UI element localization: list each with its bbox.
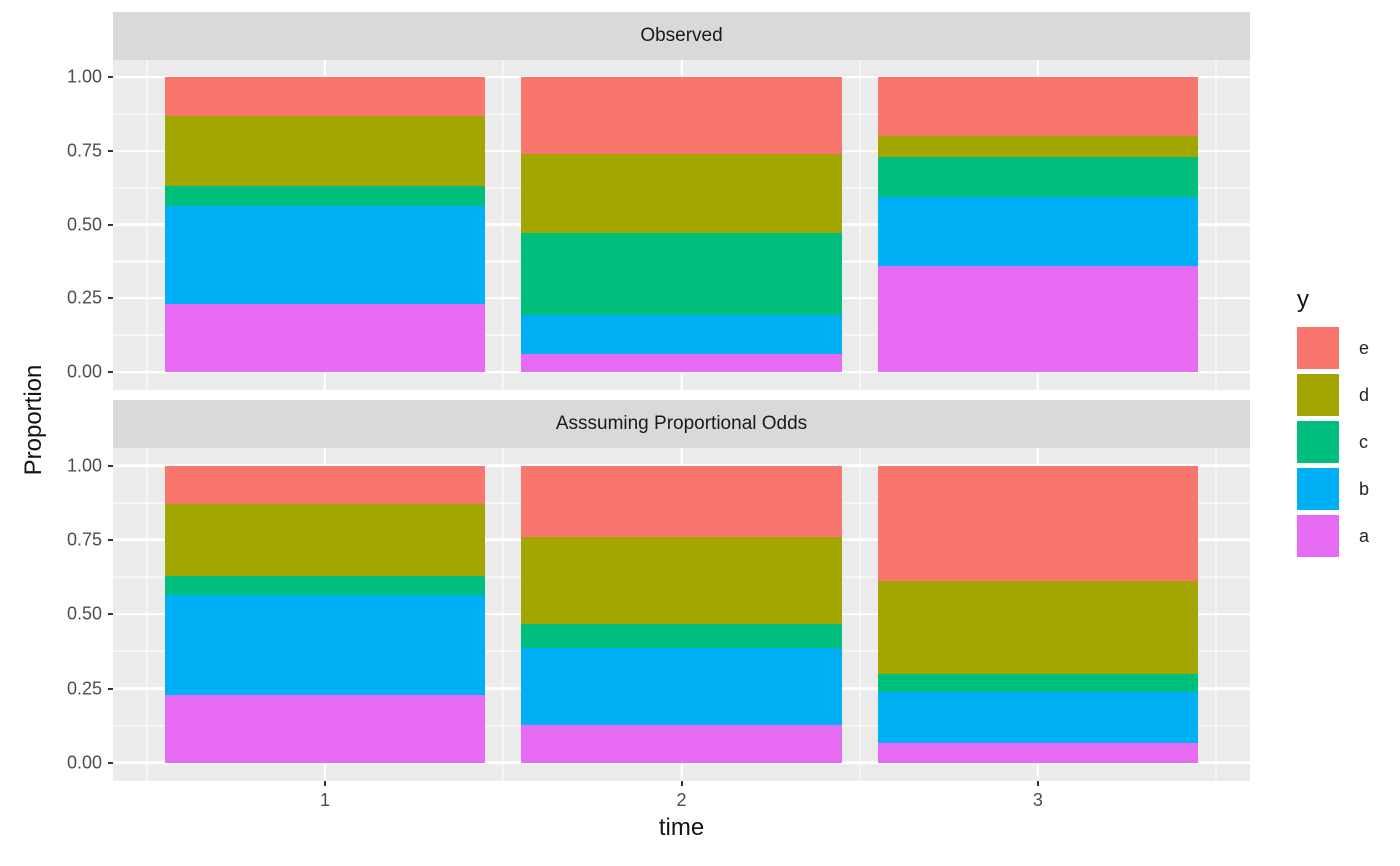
bar-time-3: [877, 77, 1199, 373]
bar-segment-c: [877, 673, 1199, 692]
bar-segment-a: [164, 694, 486, 763]
y-tick: [108, 297, 113, 300]
minor-gridline-x: [859, 60, 861, 390]
facet-strip-label: Observed: [640, 25, 723, 46]
legend-label: d: [1359, 384, 1370, 405]
legend-label: c: [1359, 431, 1368, 452]
legend-swatch-a: [1297, 515, 1339, 557]
bar-segment-c: [521, 624, 842, 649]
y-tick: [108, 464, 113, 467]
bar-segment-e: [164, 77, 486, 116]
y-tick-label: 0.25: [66, 678, 102, 699]
y-tick-label: 1.00: [66, 455, 102, 476]
bar-segment-b: [877, 691, 1199, 743]
bar-segment-c: [164, 186, 486, 206]
facet-panel-proportional-odds: 0.00 0.25 0.50 0.75 1.00 1 2 3: [67, 448, 1250, 810]
y-tick: [108, 538, 113, 541]
y-tick-label: 0.75: [66, 529, 102, 550]
bar-segment-d: [877, 136, 1199, 157]
y-tick: [108, 687, 113, 690]
y-tick: [108, 223, 113, 226]
bar-segment-d: [164, 115, 486, 187]
y-tick-label: 0.00: [66, 361, 102, 382]
bar-time-2: [521, 77, 842, 373]
x-tick-label: 3: [1032, 790, 1043, 810]
facet-strip-label: Asssuming Proportional Odds: [555, 413, 808, 434]
legend: y e d c b a: [1297, 286, 1369, 562]
bar-time-1: [164, 77, 486, 373]
minor-gridline-x: [859, 448, 861, 781]
y-tick: [108, 76, 113, 79]
x-tick: [324, 781, 327, 786]
bar-segment-b: [521, 315, 842, 355]
minor-gridline-x: [146, 448, 148, 781]
y-axis-title: Proportion: [20, 364, 47, 476]
bar-segment-b: [877, 196, 1199, 266]
bar-time-3: [877, 465, 1199, 763]
bar-segment-e: [521, 465, 842, 537]
bar-segment-c: [877, 156, 1199, 197]
bar-segment-a: [877, 742, 1199, 763]
facet-strip-observed: Observed: [113, 12, 1250, 60]
bar-segment-d: [521, 154, 842, 234]
minor-gridline-x: [1215, 448, 1217, 781]
bar-segment-a: [521, 724, 842, 763]
bar-segment-d: [877, 580, 1199, 674]
y-tick-label: 0.00: [66, 752, 102, 773]
legend-item-a: a: [1297, 515, 1369, 557]
y-tick: [108, 150, 113, 153]
bar-time-1: [164, 465, 486, 763]
legend-title: y: [1297, 286, 1309, 313]
y-tick: [108, 761, 113, 764]
bar-segment-c: [521, 233, 842, 316]
legend-label: b: [1359, 478, 1370, 499]
legend-items: e d c b a: [1297, 327, 1369, 557]
legend-swatch-e: [1297, 327, 1339, 369]
legend-item-d: d: [1297, 374, 1369, 416]
legend-label: a: [1359, 525, 1370, 546]
y-tick-label: 0.50: [66, 603, 102, 624]
legend-swatch-b: [1297, 468, 1339, 510]
legend-swatch-d: [1297, 374, 1339, 416]
minor-gridline-x: [502, 60, 504, 390]
y-tick-label: 1.00: [66, 66, 102, 87]
minor-gridline-x: [146, 60, 148, 390]
bar-segment-e: [521, 77, 842, 155]
bar-segment-c: [164, 575, 486, 595]
bar-segment-e: [877, 77, 1199, 137]
x-tick-label: 2: [676, 790, 687, 810]
bar-segment-a: [164, 304, 486, 373]
bar-segment-e: [877, 465, 1199, 581]
x-tick: [1036, 781, 1039, 786]
minor-gridline-x: [502, 448, 504, 781]
legend-item-b: b: [1297, 468, 1369, 510]
bar-segment-d: [164, 504, 486, 576]
bar-segment-a: [877, 265, 1199, 373]
facet-panel-observed: 0.00 0.25 0.50 0.75 1.00: [67, 60, 1250, 390]
facet-strip-proportional-odds: Asssuming Proportional Odds: [113, 400, 1250, 448]
y-tick-label: 0.75: [66, 140, 102, 161]
y-tick-label: 0.50: [66, 214, 102, 235]
bar-segment-d: [521, 536, 842, 625]
legend-swatch-c: [1297, 421, 1339, 463]
x-tick: [680, 781, 683, 786]
y-tick: [108, 613, 113, 616]
bar-segment-b: [164, 205, 486, 305]
y-tick-label: 0.25: [66, 287, 102, 308]
bar-time-2: [521, 465, 842, 763]
minor-gridline-x: [1215, 60, 1217, 390]
x-axis-title: time: [658, 814, 705, 841]
legend-item-e: e: [1297, 327, 1369, 369]
bar-segment-b: [521, 648, 842, 725]
y-tick: [108, 371, 113, 374]
bar-segment-e: [164, 465, 486, 505]
bar-segment-b: [164, 594, 486, 695]
bar-segment-a: [521, 354, 842, 373]
x-tick-label: 1: [320, 790, 331, 810]
legend-label: e: [1359, 337, 1370, 358]
legend-item-c: c: [1297, 421, 1369, 463]
